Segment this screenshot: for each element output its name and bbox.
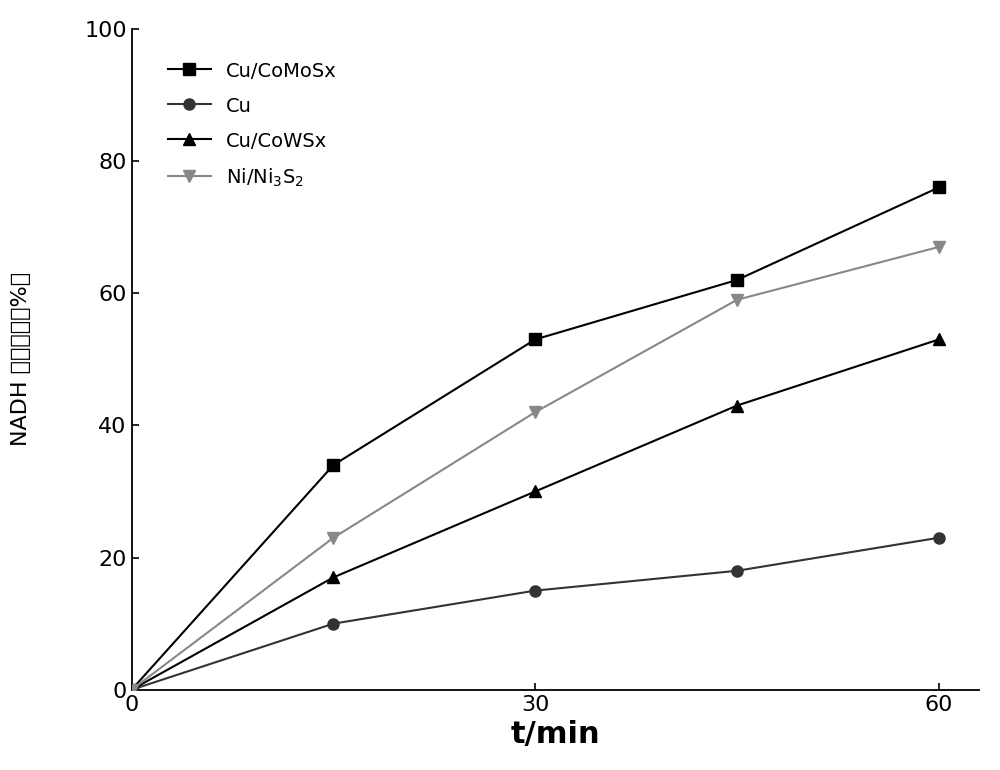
Legend: Cu/CoMoSx, Cu, Cu/CoWSx, Ni/Ni$_3$S$_2$: Cu/CoMoSx, Cu, Cu/CoWSx, Ni/Ni$_3$S$_2$ bbox=[158, 52, 347, 198]
Cu/CoWSx bbox=[126, 685, 138, 695]
Cu/CoWSx bbox=[933, 335, 945, 344]
Cu/CoWSx bbox=[731, 401, 743, 410]
Cu bbox=[327, 619, 339, 628]
Ni/Ni$_3$S$_2$ bbox=[327, 533, 339, 542]
Cu/CoMoSx bbox=[327, 460, 339, 470]
Line: Ni/Ni$_3$S$_2$: Ni/Ni$_3$S$_2$ bbox=[126, 241, 944, 695]
Line: Cu/CoWSx: Cu/CoWSx bbox=[126, 334, 944, 695]
Line: Cu/CoMoSx: Cu/CoMoSx bbox=[126, 182, 944, 695]
Ni/Ni$_3$S$_2$ bbox=[731, 295, 743, 304]
Cu bbox=[529, 586, 541, 595]
Cu/CoWSx bbox=[529, 487, 541, 496]
Cu bbox=[126, 685, 138, 695]
Cu/CoMoSx bbox=[126, 685, 138, 695]
Cu/CoMoSx bbox=[933, 182, 945, 192]
Ni/Ni$_3$S$_2$ bbox=[933, 243, 945, 252]
Cu bbox=[933, 533, 945, 542]
Line: Cu: Cu bbox=[126, 532, 944, 695]
Cu/CoMoSx bbox=[529, 335, 541, 344]
Cu/CoWSx bbox=[327, 573, 339, 582]
Text: NADH 再生产率（%）: NADH 再生产率（%） bbox=[11, 273, 31, 447]
Ni/Ni$_3$S$_2$ bbox=[126, 685, 138, 695]
Cu/CoMoSx bbox=[731, 276, 743, 285]
Ni/Ni$_3$S$_2$ bbox=[529, 407, 541, 417]
Cu bbox=[731, 566, 743, 575]
X-axis label: t/min: t/min bbox=[511, 720, 600, 749]
